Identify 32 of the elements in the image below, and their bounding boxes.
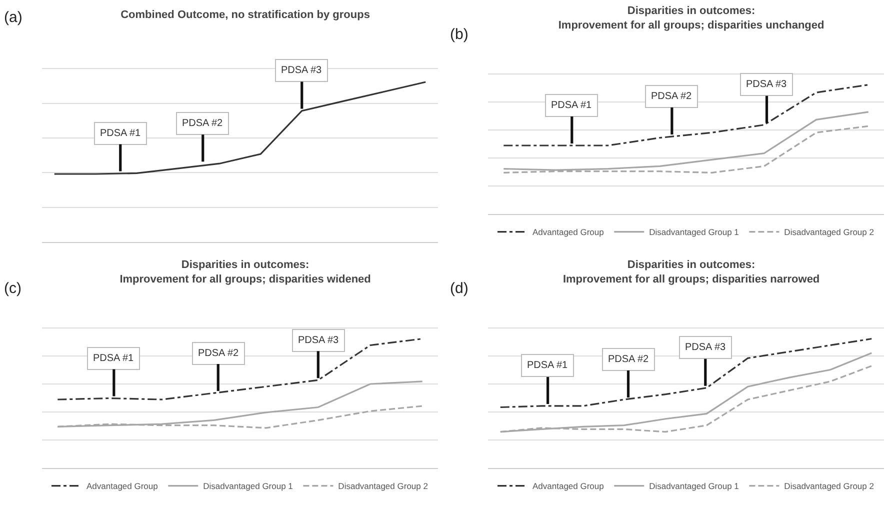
chart-title: Combined Outcome, no stratification by groups (120, 8, 370, 21)
annotation: PDSA #3 (746, 79, 788, 90)
annotation: PDSA #2 (182, 118, 224, 129)
chart-subtitle: Improvement for all groups; disparities narrowed (562, 273, 820, 286)
chart-title: Disparities in outcomes: (627, 4, 756, 17)
chart-title: Disparities in outcomes: (627, 258, 756, 271)
annotation: PDSA #3 (298, 335, 340, 346)
annotation: PDSA #1 (551, 100, 592, 111)
legend-label: Disadvantaged Group 2 (784, 481, 874, 492)
chart-subtitle: Improvement for all groups; disparities widened (120, 273, 371, 286)
legend-label: Advantaged Group (532, 227, 604, 238)
annotation: PDSA #2 (651, 91, 692, 102)
text: (b) (450, 26, 468, 43)
legend-label: Disadvantaged Group 2 (338, 481, 428, 492)
annotation: PDSA #1 (93, 353, 134, 364)
legend-label: Disadvantaged Group 1 (649, 481, 740, 492)
chart-subtitle: Improvement for all groups; disparities unchanged (558, 19, 824, 32)
annotation: PDSA #3 (685, 342, 726, 353)
text: (a) (4, 9, 22, 26)
chart-title: Disparities in outcomes: (181, 258, 310, 271)
annotation: PDSA #3 (281, 65, 322, 76)
annotation: PDSA #1 (527, 360, 568, 371)
legend-label: Advantaged Group (532, 481, 604, 492)
legend-label: Disadvantaged Group 2 (784, 227, 874, 238)
annotation: PDSA #2 (608, 354, 650, 365)
annotation: PDSA #1 (100, 128, 142, 139)
legend-label: Disadvantaged Group 1 (649, 227, 740, 238)
annotation: PDSA #2 (198, 348, 240, 359)
text: (d) (450, 280, 468, 297)
text: (c) (4, 280, 22, 297)
legend-label: Advantaged Group (86, 481, 158, 492)
legend-label: Disadvantaged Group 1 (203, 481, 294, 492)
